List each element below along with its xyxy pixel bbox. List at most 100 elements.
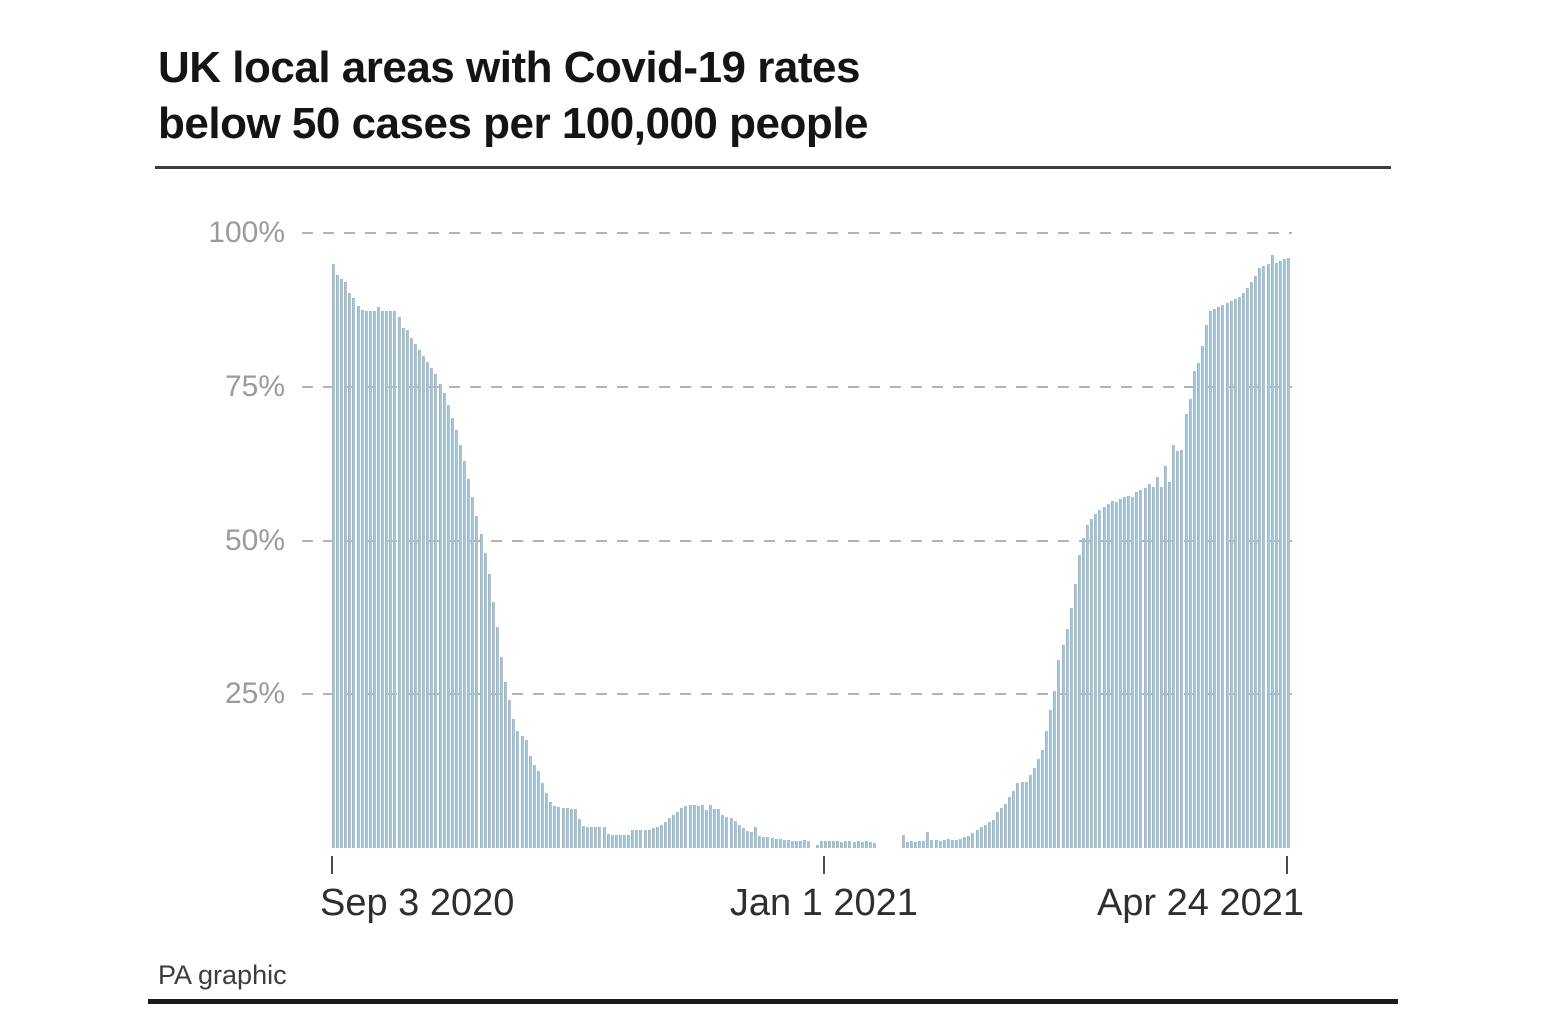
x-axis-label: Jan 1 2021: [729, 882, 918, 924]
bar: [672, 815, 676, 848]
bar: [955, 840, 958, 848]
bar: [405, 330, 409, 848]
bar: [516, 731, 520, 848]
bar: [1274, 262, 1278, 848]
bar: [565, 808, 569, 848]
bar: [868, 841, 872, 848]
bar: [700, 804, 704, 848]
bar: [713, 808, 717, 848]
bar: [426, 362, 430, 848]
bar: [491, 602, 495, 848]
bar: [1114, 502, 1118, 848]
bar: [692, 804, 696, 848]
bar: [909, 841, 913, 848]
bar: [750, 832, 754, 848]
bar: [553, 806, 557, 848]
y-axis-label-75: 75%: [224, 369, 285, 403]
bar: [950, 840, 954, 848]
bar: [393, 311, 397, 848]
bar: [438, 383, 442, 848]
bar: [1147, 483, 1151, 848]
bar: [569, 808, 573, 848]
bar: [856, 841, 860, 848]
bar: [639, 829, 643, 848]
bar: [360, 309, 364, 848]
bar: [741, 828, 745, 848]
bar: [852, 841, 856, 848]
bar: [1200, 345, 1204, 848]
bar: [487, 574, 491, 848]
bar: [717, 809, 721, 848]
bar: [1184, 414, 1188, 848]
bar: [1151, 487, 1155, 848]
bar: [446, 405, 450, 848]
bar: [930, 840, 934, 848]
bar: [766, 836, 770, 848]
bar: [864, 841, 868, 848]
bar: [1016, 783, 1020, 848]
bar: [627, 834, 631, 848]
bar: [1225, 303, 1229, 848]
bar: [430, 367, 434, 848]
bar: [1118, 498, 1122, 848]
bar: [418, 349, 422, 848]
bar: [1254, 276, 1258, 848]
gridline-50: [302, 539, 1292, 542]
x-axis-label: Sep 3 2020: [320, 882, 515, 924]
bar: [770, 837, 774, 848]
bar: [364, 311, 368, 848]
bar: [577, 818, 581, 848]
bar: [795, 840, 799, 848]
bar: [729, 817, 733, 848]
bar: [774, 838, 778, 848]
bar: [1287, 257, 1290, 848]
bar: [348, 293, 352, 848]
bar: [401, 327, 405, 848]
bar: [524, 740, 528, 848]
bar: [762, 836, 766, 848]
bar: [995, 812, 999, 848]
bar: [901, 835, 905, 848]
x-axis-label: Apr 24 2021: [1096, 882, 1304, 924]
bar: [532, 765, 536, 848]
bar: [1221, 305, 1225, 848]
bar: [737, 824, 741, 848]
bar: [1012, 791, 1016, 848]
bar: [1053, 691, 1057, 848]
bar: [1278, 261, 1282, 848]
bar: [573, 809, 577, 848]
bar: [606, 833, 610, 848]
bar: [987, 822, 991, 848]
bar: [1135, 491, 1139, 848]
bar: [942, 840, 946, 848]
bar: [368, 311, 372, 848]
bar: [1065, 629, 1069, 848]
bar: [1082, 538, 1086, 848]
bar: [385, 311, 389, 848]
bar: [873, 842, 877, 848]
bar: [467, 479, 471, 848]
bar: [1024, 781, 1028, 848]
bar: [508, 700, 512, 848]
bar: [1131, 497, 1135, 848]
bar: [745, 831, 749, 848]
bar: [975, 830, 979, 848]
bar: [782, 840, 786, 848]
bar: [905, 841, 909, 848]
bar: [680, 808, 684, 848]
bar: [754, 827, 758, 848]
bar: [668, 817, 672, 848]
bar: [651, 828, 655, 848]
bar: [520, 735, 524, 848]
bar: [475, 515, 479, 848]
title-divider-line: [155, 166, 1391, 169]
bar: [934, 840, 938, 848]
bar: [356, 305, 360, 848]
bar: [528, 755, 532, 848]
bar: [696, 805, 700, 848]
bar: [807, 840, 811, 848]
bar: [1155, 476, 1159, 848]
bar: [721, 815, 725, 848]
bar: [1106, 503, 1110, 848]
